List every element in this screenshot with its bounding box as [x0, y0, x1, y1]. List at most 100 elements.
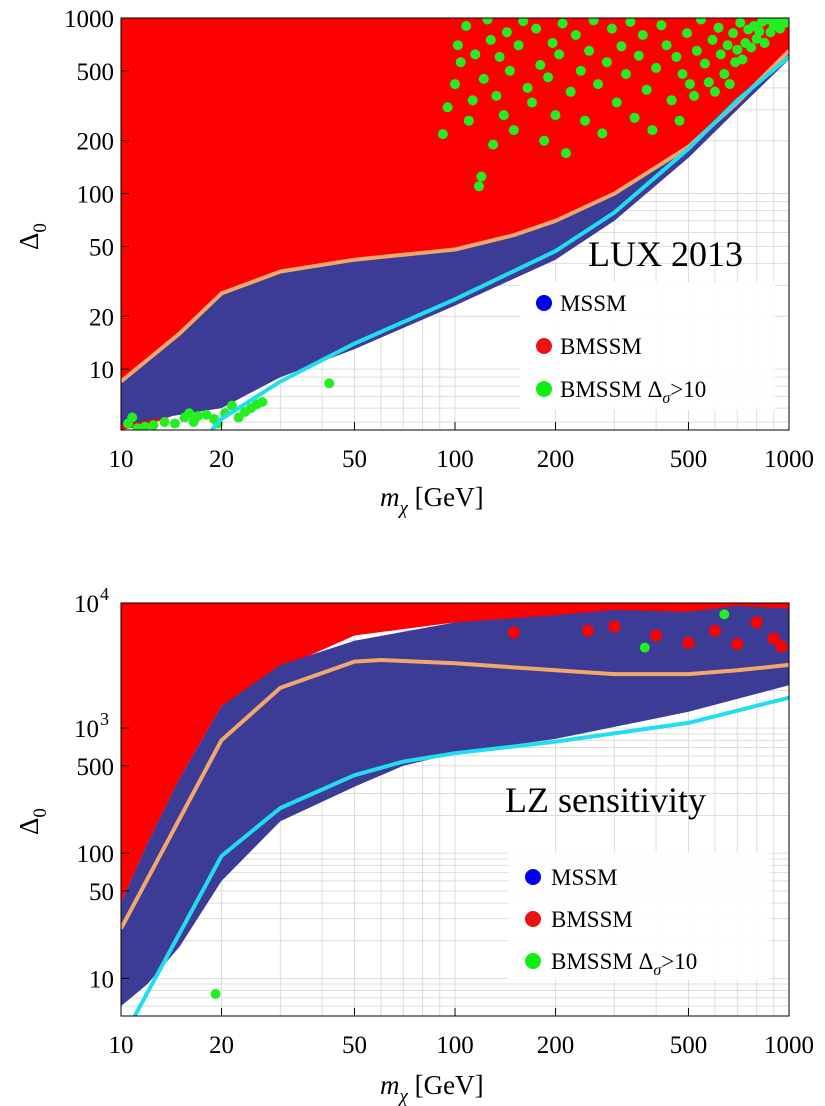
bmssm-fine-tuned-point [491, 90, 502, 101]
legend-1-bmssm-swatch [536, 338, 552, 354]
bmssm-fine-tuned-point [450, 79, 460, 90]
bmssm-speckle [775, 640, 788, 653]
legend-2-box [508, 852, 770, 980]
bmssm-fine-tuned-point [547, 38, 558, 48]
bmssm-fine-tuned-point [724, 79, 735, 90]
bmssm-fine-tuned-point [621, 69, 631, 79]
x-tick-label: 200 [537, 446, 575, 473]
bmssm-speckle [750, 616, 763, 629]
bmssm-fine-tuned-point [684, 79, 695, 90]
bmssm-fine-tuned-point [674, 115, 685, 126]
bmssm-fine-tuned-point [641, 84, 652, 95]
panel-lz: 10 20 50 100 200 500 1000 10 50 100 500 103 104 mχ … [14, 584, 814, 1106]
x-tick-label: 1000 [764, 446, 814, 473]
bmssm-fine-tuned-point [535, 60, 546, 70]
bmssm-fine-tuned-point [474, 181, 484, 192]
bmssm-speckle [767, 632, 780, 645]
bmssm-fine-tuned-point [735, 18, 746, 28]
bmssm-fine-tuned-point [467, 95, 478, 106]
bmssm-fine-tuned-point [661, 40, 672, 51]
bmssm-fine-tuned-point [494, 51, 505, 62]
bmssm-fine-tuned-point [257, 397, 268, 407]
bmssm-fine-tuned-point [527, 97, 537, 108]
legend-1-mssm-swatch [536, 295, 552, 311]
bmssm-fine-tuned-point [539, 135, 550, 146]
bmssm-fine-tuned-point [463, 115, 474, 126]
x-tick-label: 1000 [764, 1032, 814, 1059]
y-tick-label: 500 [77, 754, 115, 781]
y-tick-label: 50 [89, 879, 114, 906]
legend-1-bmssm-fine-tuned-swatch [536, 381, 552, 397]
bmssm-fine-tuned-point [719, 69, 730, 79]
bmssm-fine-tuned-point [682, 28, 692, 39]
legend-1-box [520, 282, 775, 410]
bmssm-fine-tuned-point [746, 42, 757, 53]
x-axis-label-2: mχ [GeV] [380, 1070, 484, 1106]
bmssm-fine-tuned-point [762, 18, 773, 25]
x-tick-label: 200 [537, 1032, 575, 1059]
x-tick-label: 50 [342, 1032, 367, 1059]
y-ticks-1: 10 20 50 100 200 500 1000 [64, 6, 129, 384]
bmssm-fine-tuned-point [722, 40, 733, 51]
legend-1: MSSM BMSSM BMSSM Δσ>10 [520, 282, 775, 410]
bmssm-speckle [581, 624, 594, 637]
bmssm-fine-tuned-point [201, 409, 212, 420]
bmssm-fine-tuned-point [647, 125, 658, 136]
bmssm-fine-tuned-point [478, 73, 489, 84]
bmssm-fine-tuned-point [780, 18, 789, 28]
bmssm-speckle [507, 626, 520, 639]
bmssm-fine-tuned-point [580, 115, 590, 126]
legend-2-bmssm-fine-tuned-label: BMSSM Δσ>10 [551, 949, 697, 979]
bmssm-fine-tuned-point [707, 34, 718, 45]
bmssm-fine-tuned-point [584, 45, 595, 56]
lines-2 [121, 658, 789, 1016]
x-tick-label: 100 [436, 446, 474, 473]
y-tick-label: 20 [89, 304, 114, 331]
y-axis-label-1: Δ0 [14, 223, 51, 250]
bmssm-fine-tuned-point [140, 421, 150, 430]
bmssm-fine-tuned-point [485, 34, 496, 45]
bmssm-fine-tuned-point [629, 112, 640, 123]
bmssm-fine-tuned-point [461, 21, 472, 31]
bmssm-fine-tuned-point [442, 102, 453, 113]
x-tick-label: 20 [209, 446, 234, 473]
bmssm-fine-tuned-point [452, 40, 463, 51]
bmssm-fine-tuned-point [588, 18, 599, 26]
orange-line [121, 658, 789, 930]
y-tick-label: 200 [77, 129, 115, 156]
bmssm-fine-tuned-point [575, 65, 586, 76]
regions-2 [121, 603, 789, 1007]
bmssm-fine-tuned-point [324, 378, 335, 389]
bmssm-fine-tuned-point [561, 148, 571, 159]
bmssm-fine-tuned-point [611, 97, 622, 108]
bmssm-fine-tuned-point [656, 20, 667, 31]
bmssm-fine-tuned-point [625, 18, 636, 27]
bmssm-fine-tuned-point [565, 86, 576, 97]
bmssm-fine-tuned-point [601, 57, 612, 68]
bmssm-fine-tuned-point [169, 418, 180, 429]
bmssm-fine-tuned-point [637, 30, 648, 40]
bmssm-fine-tuned-point [709, 86, 720, 97]
bmssm-fine-tuned-point [671, 51, 682, 62]
bmssm-fine-tuned-point [543, 72, 554, 83]
y-tick-label: 104 [74, 584, 109, 618]
bmssm-fine-tuned-point [518, 18, 529, 27]
lines-1 [121, 49, 789, 430]
bmssm-fine-tuned-point [498, 110, 509, 121]
annotation-2: LZ sensitivity [505, 780, 706, 820]
bmssm-fine-tuned-point [210, 989, 221, 999]
bmssm-fine-tuned-point [719, 609, 730, 620]
bmssm-fine-tuned-point [127, 412, 138, 423]
legend-1-bmssm-label: BMSSM [560, 334, 642, 359]
legend-2-bmssm-fine-tuned-swatch [525, 953, 541, 969]
bmssm-region [121, 603, 789, 903]
bmssm-fine-tuned-point [633, 50, 644, 61]
bmssm-speckle [608, 620, 621, 633]
bmssm-fine-tuned-point [737, 54, 748, 65]
bmssm-fine-tuned-point [754, 26, 765, 37]
bmssm-fine-tuned-point [715, 49, 726, 60]
bmssm-fine-tuned-point [184, 408, 195, 419]
bmssm-fine-tuned-point [508, 125, 519, 136]
regions-1 [121, 18, 789, 430]
bmssm-fine-tuned-point [193, 411, 203, 422]
